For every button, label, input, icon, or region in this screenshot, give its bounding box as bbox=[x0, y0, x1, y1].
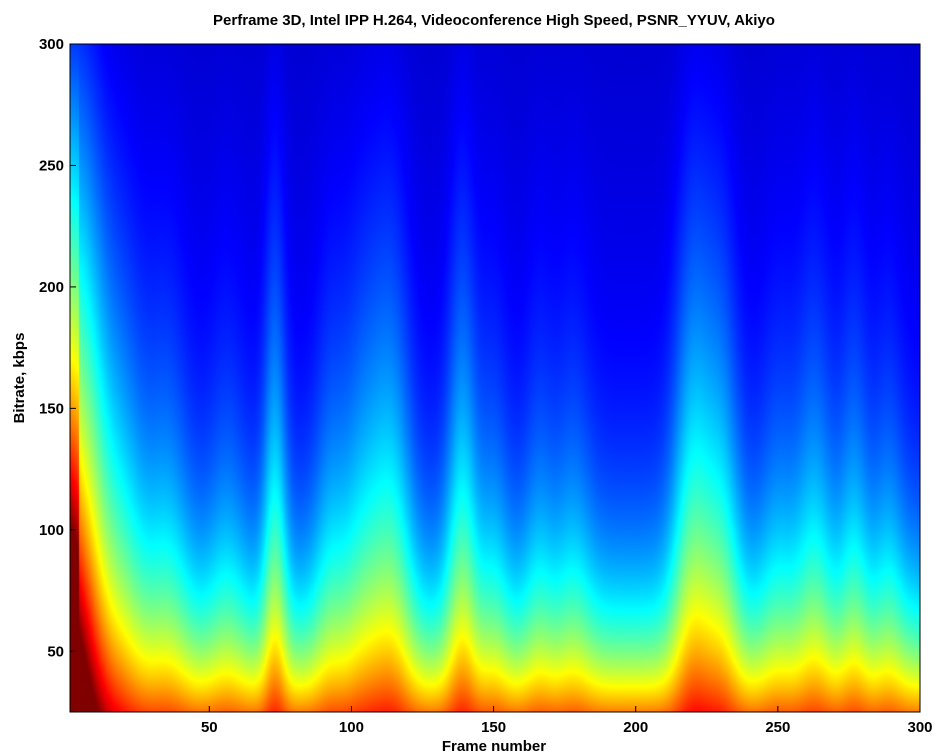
x-tick-label: 200 bbox=[623, 719, 648, 736]
plot-area bbox=[69, 43, 921, 713]
x-tick-label: 300 bbox=[907, 719, 932, 736]
x-tick-label: 250 bbox=[765, 719, 790, 736]
y-tick-label: 250 bbox=[39, 157, 64, 174]
x-tick-label: 150 bbox=[481, 719, 506, 736]
plot-frame bbox=[69, 43, 921, 713]
y-tick-label: 300 bbox=[39, 36, 64, 53]
x-axis-label: Frame number bbox=[442, 738, 546, 755]
y-tick-label: 150 bbox=[39, 400, 64, 417]
x-axis: 50 100 150 200 250 300 bbox=[201, 706, 933, 736]
y-axis-label: Bitrate, kbps bbox=[11, 333, 28, 424]
x-tick-label: 50 bbox=[201, 719, 218, 736]
y-tick-label: 100 bbox=[39, 522, 64, 539]
y-axis: 50 100 150 200 250 300 bbox=[39, 36, 76, 660]
y-tick-label: 50 bbox=[47, 643, 64, 660]
x-tick-label: 100 bbox=[339, 719, 364, 736]
chart-title: Perframe 3D, Intel IPP H.264, Videoconfe… bbox=[213, 12, 775, 29]
y-tick-label: 200 bbox=[39, 279, 64, 296]
heatmap-canvas bbox=[70, 44, 920, 712]
